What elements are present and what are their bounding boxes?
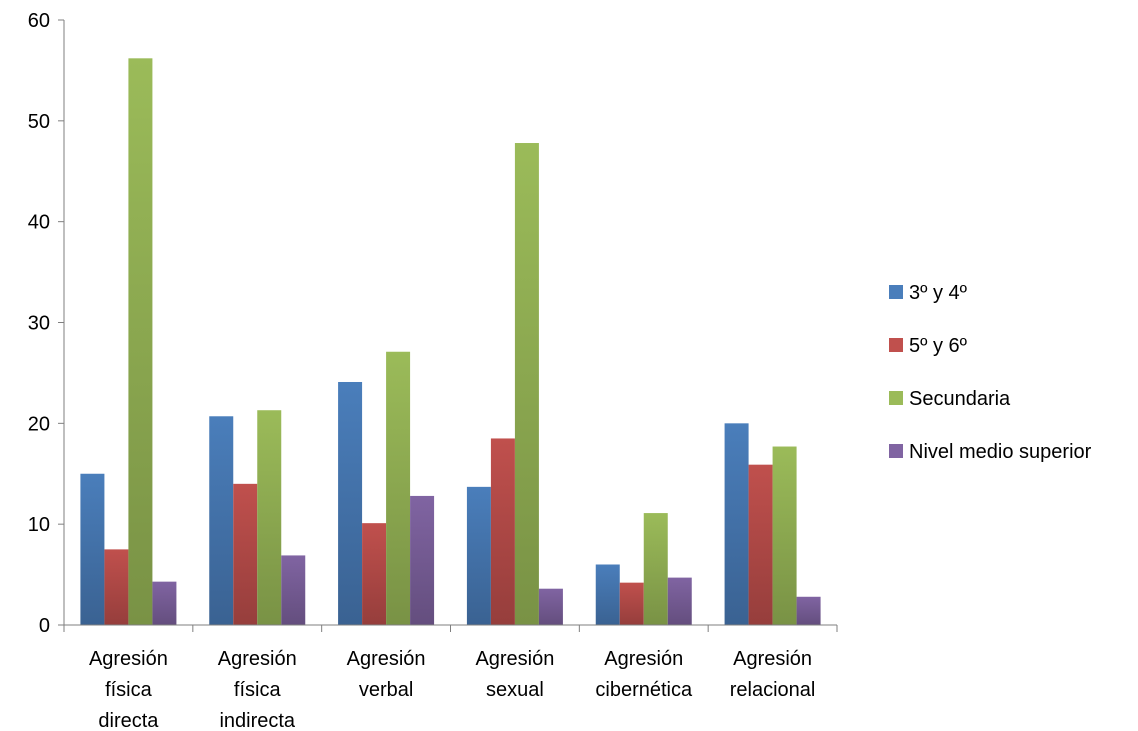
- y-tick-label: 10: [28, 514, 50, 536]
- bar-2-1: [104, 549, 129, 625]
- legend-label: 5º y 6º: [909, 335, 968, 357]
- y-tick-label: 50: [28, 111, 50, 133]
- x-category-label: Agresión verbal: [347, 648, 426, 701]
- bar-2-3: [362, 523, 387, 625]
- legend-swatch: [889, 391, 903, 405]
- x-category-label: Agresión física directa: [89, 648, 168, 731]
- x-category-label: Agresión sexual: [475, 648, 554, 701]
- legend-label: Nivel medio superior: [909, 441, 1092, 463]
- bar-2-2: [233, 483, 258, 625]
- bar-4-1: [152, 581, 177, 625]
- x-category-label: Agresión cibernética: [595, 648, 693, 701]
- bar-3-5: [643, 513, 668, 625]
- legend-label: Secundaria: [909, 388, 1011, 410]
- bar-3-3: [386, 351, 411, 625]
- bar-3-2: [257, 410, 282, 625]
- legend: 3º y 4º 5º y 6º Secundaria Nivel medio supe…: [889, 282, 1092, 463]
- bar-4-6: [796, 596, 821, 625]
- bar-3-6: [772, 446, 797, 625]
- bar-1-5: [595, 564, 620, 625]
- bar-1-1: [80, 473, 105, 625]
- bar-1-3: [338, 381, 363, 625]
- bar-2-4: [490, 438, 515, 625]
- bar-2-6: [748, 464, 773, 625]
- y-tick-label: 20: [28, 413, 50, 435]
- bar-4-2: [281, 555, 306, 625]
- bar-1-6: [724, 423, 749, 625]
- bar-4-4: [538, 588, 563, 625]
- bar-1-2: [209, 416, 234, 625]
- bar-2-5: [619, 582, 644, 625]
- legend-label: 3º y 4º: [909, 282, 968, 304]
- y-tick-label: 30: [28, 313, 50, 335]
- bar-3-4: [514, 143, 539, 625]
- bar-3-1: [128, 58, 153, 626]
- x-category-label: Agresión relacional: [730, 648, 816, 701]
- y-tick-label: 0: [39, 615, 50, 637]
- bar-4-3: [410, 495, 435, 625]
- x-category-label: Agresión física indirecta: [218, 648, 297, 731]
- legend-swatch: [889, 338, 903, 352]
- bar-4-5: [667, 577, 692, 625]
- legend-swatch: [889, 444, 903, 458]
- legend-swatch: [889, 285, 903, 299]
- bars-group: [80, 58, 821, 626]
- bar-1-4: [466, 486, 491, 625]
- y-tick-label: 40: [28, 212, 50, 234]
- axes-group: 0 10 20 30 40 50 60 Agresión física directa Agresi…: [28, 10, 838, 731]
- y-tick-label: 60: [28, 10, 50, 32]
